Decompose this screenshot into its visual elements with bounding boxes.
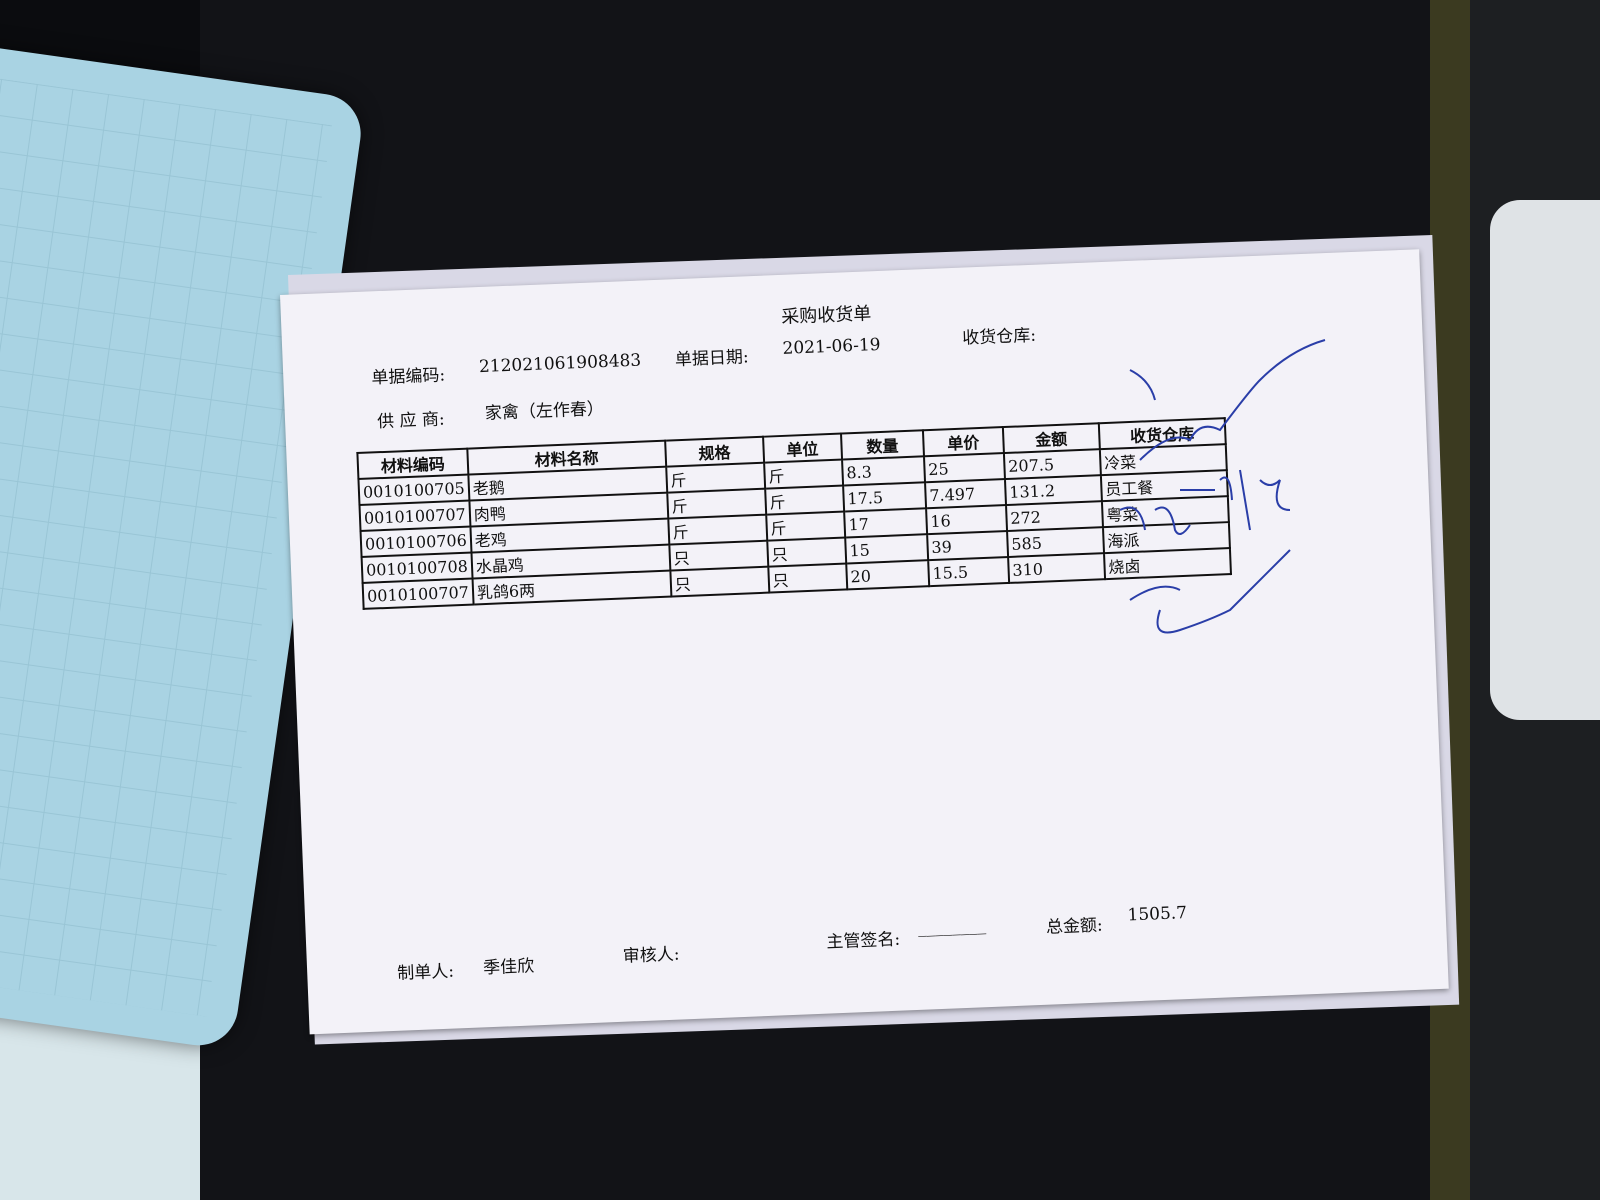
cell-spec: 斤 [667, 488, 767, 519]
cell-qty: 15 [844, 534, 928, 564]
supplier: 家禽（左作春） [484, 399, 605, 424]
cell-spec: 只 [670, 566, 770, 597]
cell-spec: 只 [669, 540, 769, 571]
device-cover [1490, 200, 1600, 720]
total-amount: 1505.7 [1127, 903, 1188, 926]
signature-stroke [1139, 339, 1326, 461]
cell-code: 0010100707 [362, 578, 474, 609]
cell-amount: 272 [1005, 501, 1103, 532]
cell-qty: 17.5 [842, 482, 926, 512]
header-qty: 数量 [840, 430, 924, 460]
supplier-label: 供 应 商: [376, 409, 446, 433]
total-label: 总金额: [1045, 915, 1104, 938]
doc-date: 2021-06-19 [782, 334, 881, 359]
cell-unit: 只 [768, 563, 848, 593]
signature-stroke [1180, 469, 1291, 531]
cell-amount: 207.5 [1003, 449, 1101, 480]
maker-label: 制单人: [396, 961, 455, 984]
cell-amount: 310 [1007, 553, 1105, 583]
items-table: 材料编码 材料名称 规格 单位 数量 单价 金额 收货仓库 0010100705… [356, 417, 1231, 610]
header-price: 单价 [922, 427, 1004, 457]
cell-unit: 斤 [766, 511, 845, 541]
doc-no: 212021061908483 [478, 350, 642, 378]
handwritten-signatures [1120, 339, 1326, 634]
cell-spec: 斤 [665, 462, 765, 493]
cell-unit: 斤 [763, 459, 843, 489]
cell-qty: 20 [846, 560, 930, 590]
cell-price: 15.5 [927, 556, 1009, 587]
cell-price: 39 [926, 531, 1008, 561]
cell-qty: 8.3 [841, 456, 925, 486]
header-spec: 规格 [664, 436, 764, 467]
cell-unit: 斤 [764, 485, 844, 515]
cell-price: 16 [925, 505, 1007, 535]
cell-amount: 131.2 [1004, 475, 1102, 506]
reviewer-label: 审核人: [622, 944, 680, 967]
document-title: 采购收货单 [780, 303, 872, 328]
cell-price: 25 [923, 453, 1005, 483]
warehouse-label: 收货仓库: [961, 325, 1037, 349]
supervisor-label: 主管签名: [826, 929, 901, 953]
cell-unit: 只 [767, 537, 847, 567]
supervisor-blank: ________ [917, 915, 987, 938]
signature-stroke [1129, 369, 1156, 401]
doc-no-label: 单据编码: [371, 365, 446, 389]
maker: 季佳欣 [482, 956, 535, 979]
cell-qty: 17 [843, 508, 927, 538]
header-amount: 金额 [1002, 423, 1100, 454]
date-label: 单据日期: [674, 347, 750, 371]
cell-amount: 585 [1006, 527, 1104, 557]
signature-stroke [1129, 549, 1291, 634]
header-unit: 单位 [762, 433, 842, 463]
signature-stroke [1120, 506, 1191, 535]
cell-price: 7.497 [924, 479, 1006, 509]
cell-spec: 斤 [668, 514, 768, 545]
